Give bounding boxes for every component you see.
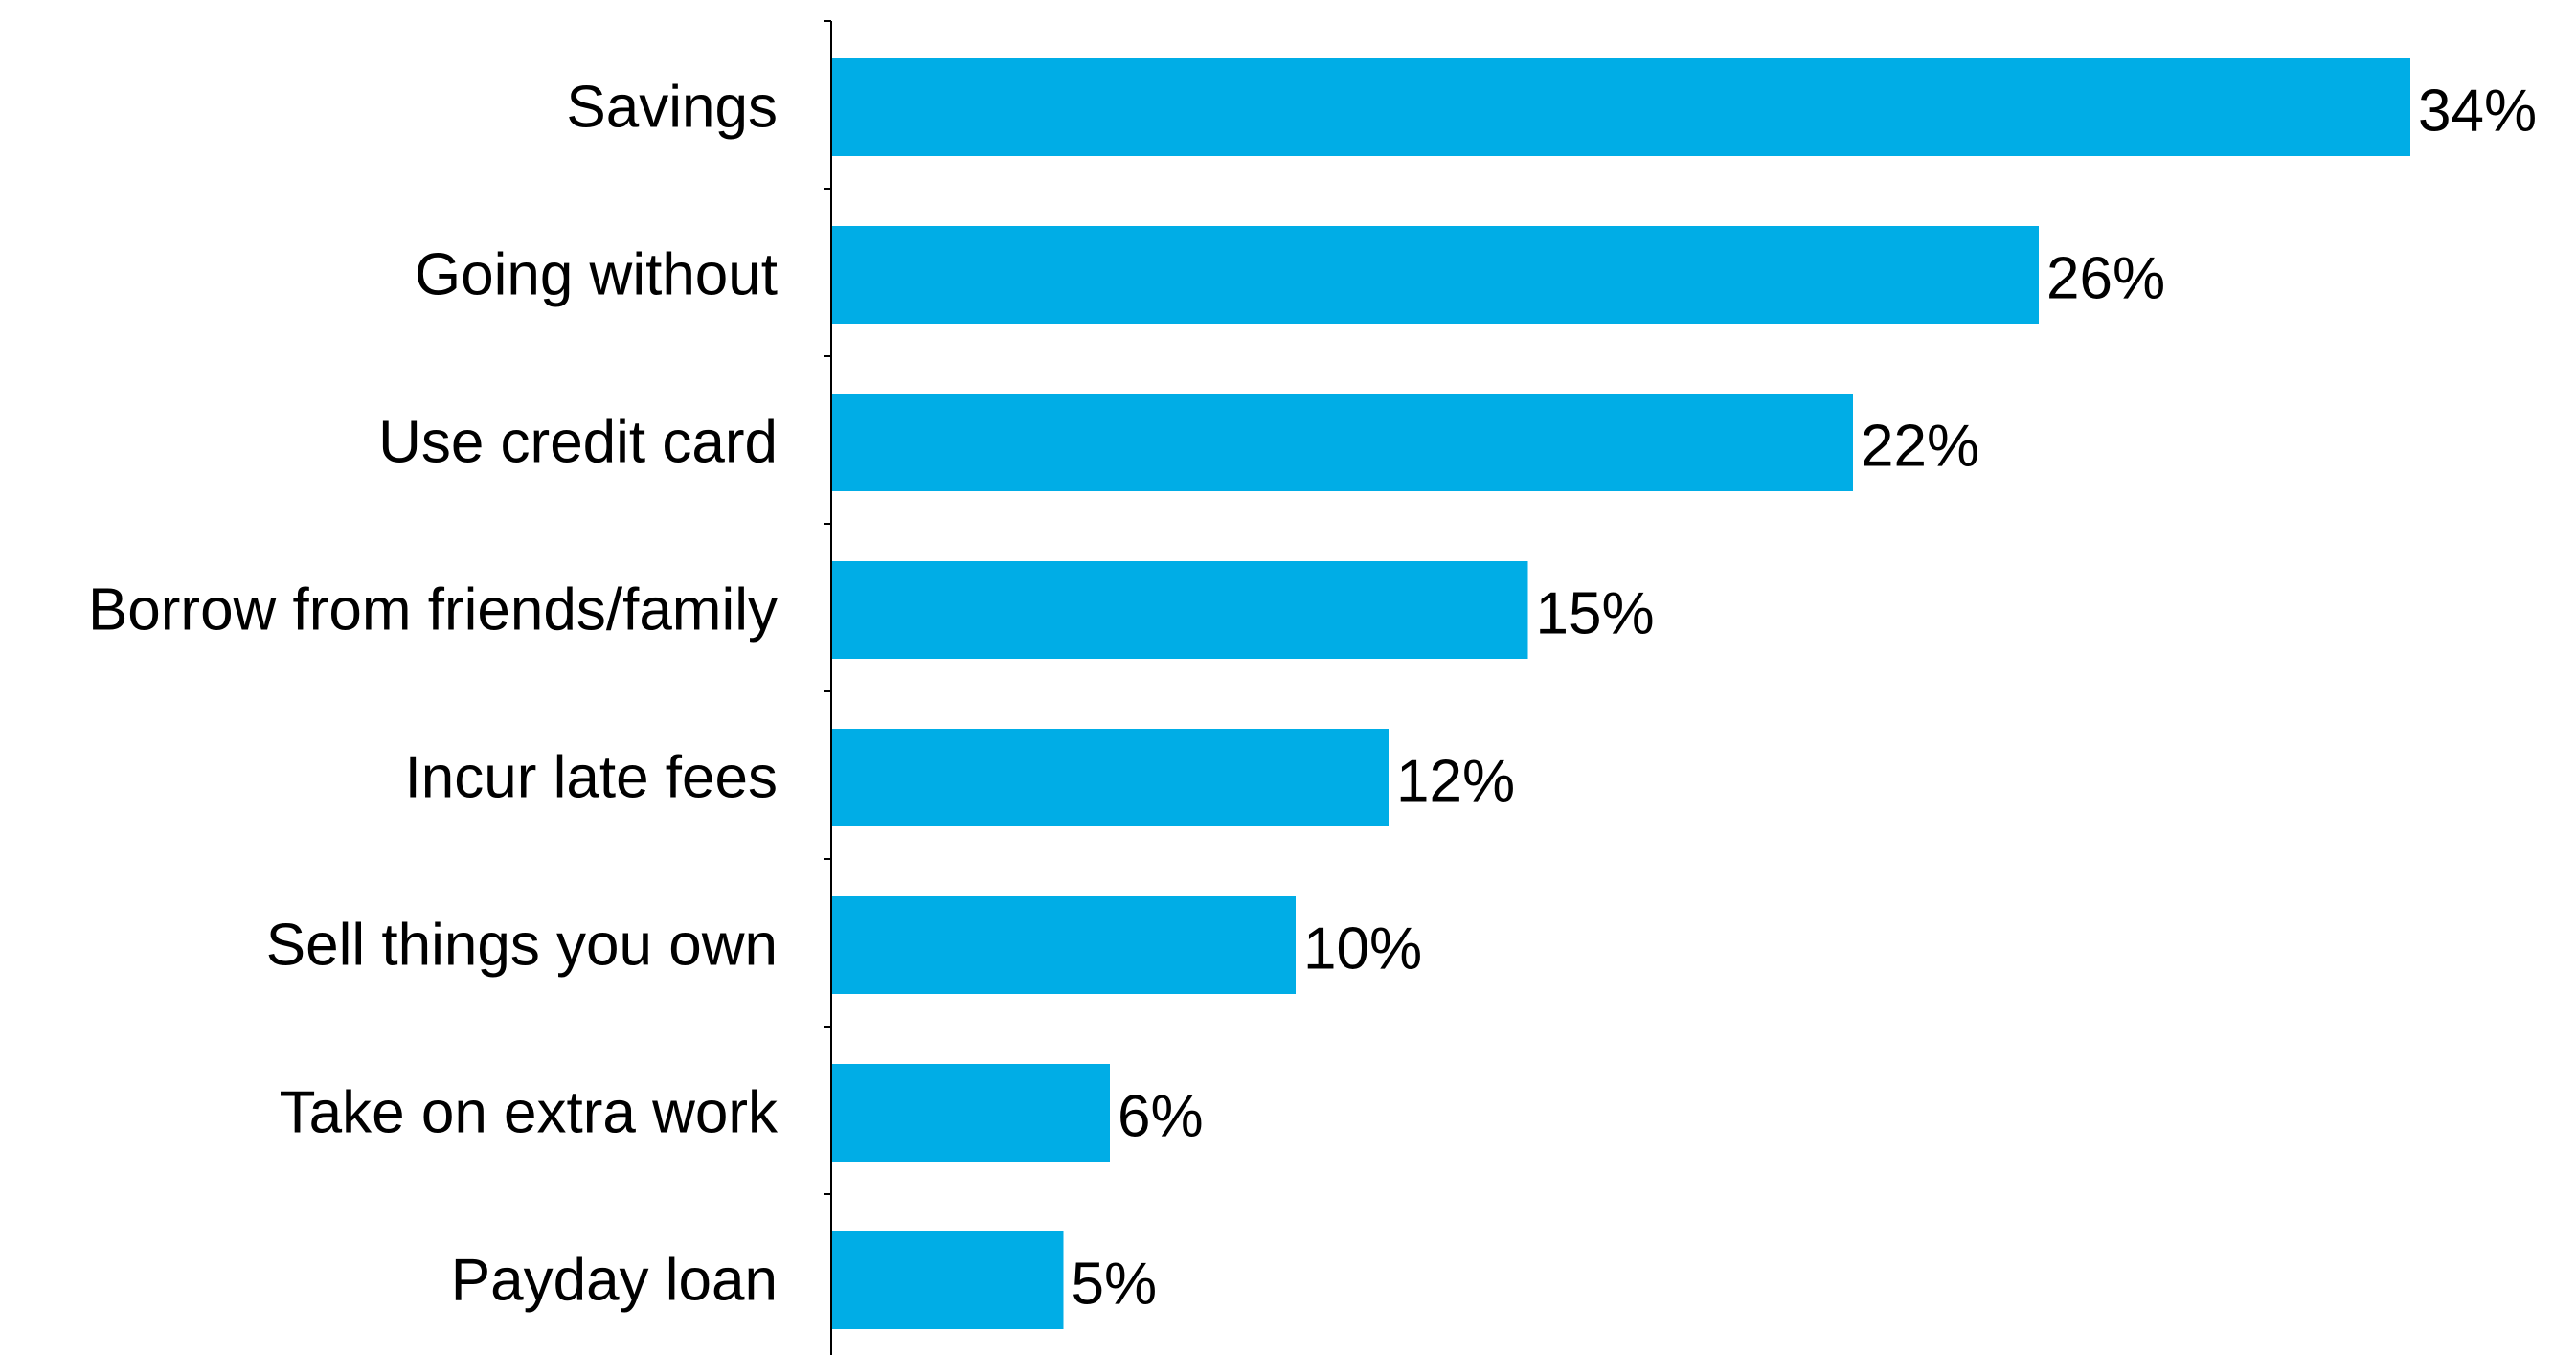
value-label: 6%: [1118, 1084, 1204, 1150]
category-label: Savings: [566, 75, 778, 141]
value-label: 15%: [1536, 581, 1655, 647]
y-axis: [824, 20, 832, 1355]
bar-incur-late-fees: [831, 729, 1389, 826]
bar-use-credit-card: [831, 394, 1853, 491]
value-label: 5%: [1072, 1252, 1158, 1318]
category-label: Sell things you own: [266, 913, 778, 979]
value-label: 34%: [2418, 79, 2537, 145]
category-label: Borrow from friends/family: [88, 577, 778, 644]
category-label: Incur late fees: [405, 745, 778, 811]
category-label: Going without: [415, 242, 778, 308]
category-label: Use credit card: [378, 410, 778, 476]
labels-layer: Savings 34% Going without 26% Use credit car…: [88, 75, 2537, 1318]
value-label: 26%: [2046, 246, 2165, 312]
bar-borrow-from-friends-family: [831, 561, 1528, 659]
category-label: Payday loan: [451, 1248, 778, 1314]
bar-sell-things-you-own: [831, 896, 1296, 994]
bar-take-on-extra-work: [831, 1064, 1110, 1162]
category-label: Take on extra work: [280, 1080, 779, 1146]
bar-savings: [831, 58, 2410, 156]
bar-payday-loan: [831, 1231, 1064, 1329]
bars-layer: [831, 58, 2410, 1329]
value-label: 22%: [1861, 414, 1979, 480]
bar-going-without: [831, 226, 2039, 324]
value-label: 10%: [1303, 916, 1422, 982]
value-label: 12%: [1396, 749, 1515, 815]
